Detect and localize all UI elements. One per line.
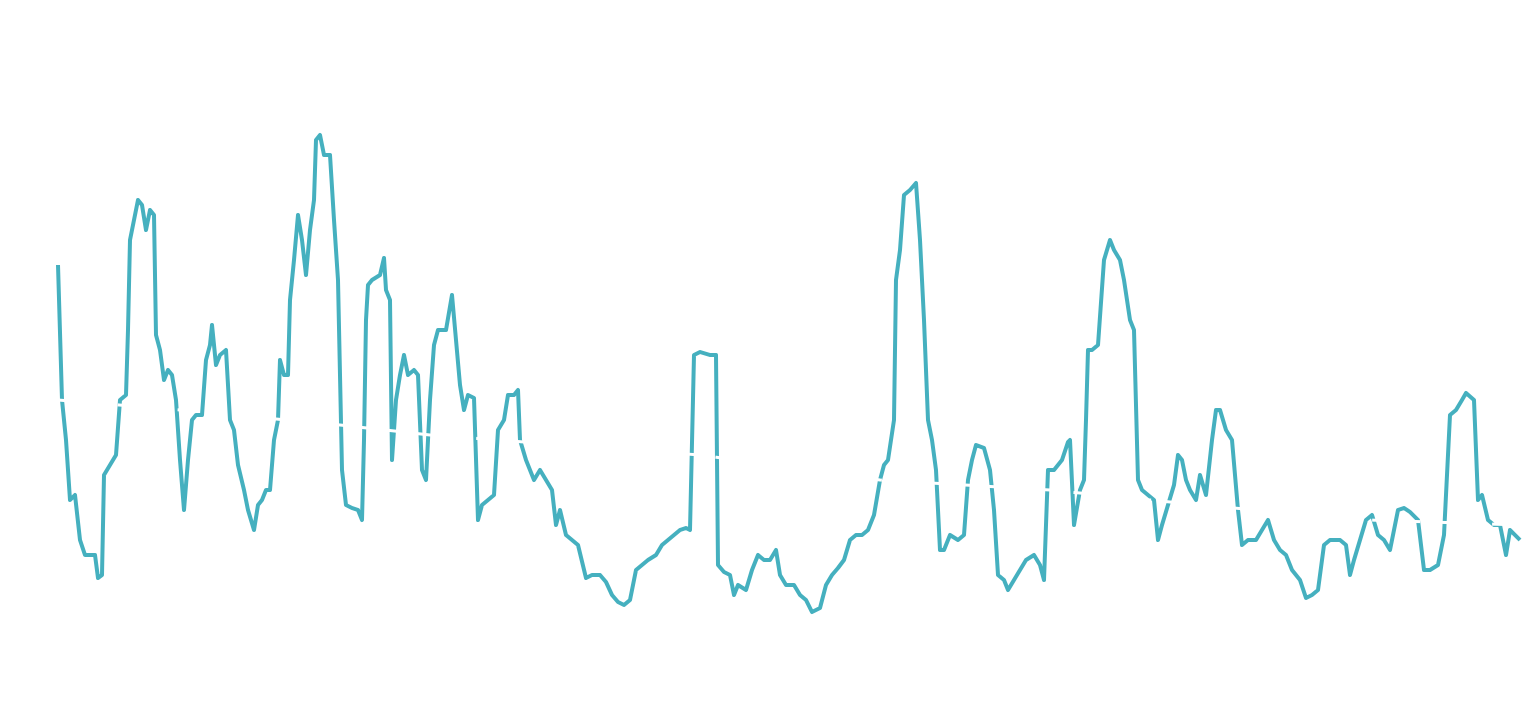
trend-line bbox=[57, 398, 1521, 527]
data-line bbox=[56, 133, 1522, 614]
